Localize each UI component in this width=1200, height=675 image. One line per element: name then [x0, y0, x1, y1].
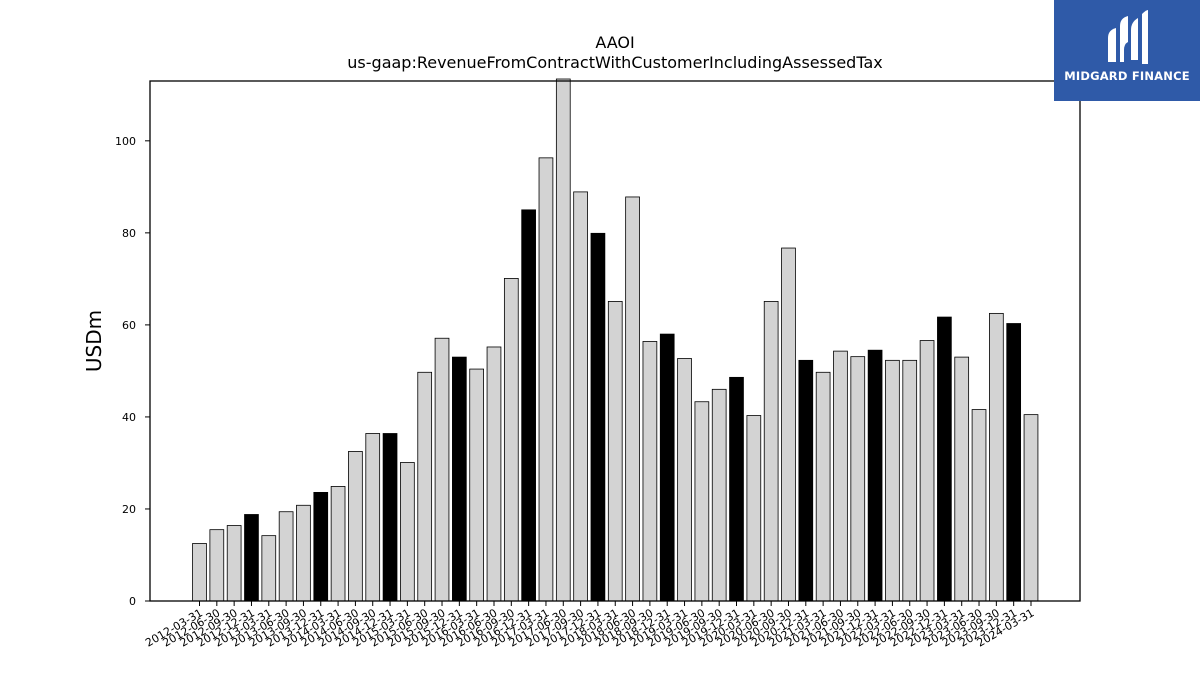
bar-2018-12-31: [659, 333, 675, 602]
bar-2017-12-31: [590, 232, 606, 602]
bar-2013-12-31: [313, 491, 329, 602]
bar-2014-03-31: [330, 486, 346, 602]
chart-title: AAOI: [595, 33, 634, 52]
bar-2012-06-30: [209, 529, 225, 602]
bar-2012-09-30: [226, 525, 242, 602]
bar-2017-03-31: [538, 157, 554, 602]
bar-2015-09-30: [434, 337, 450, 602]
bar-2016-06-30: [486, 346, 502, 602]
bar-2022-03-31: [885, 359, 900, 602]
bar-2015-06-30: [417, 371, 433, 602]
y-tick-label: 0: [129, 595, 136, 608]
bar-2019-09-30: [711, 388, 727, 602]
logo-mark-icon: [1108, 10, 1148, 64]
x-axis-ticks: 2012-03-312012-06-302012-09-302012-12-31…: [143, 601, 1037, 650]
bar-2020-06-30: [763, 301, 779, 602]
y-axis-ticks: 0 20 40 60 80 100: [115, 135, 150, 608]
brand-logo: MIDGARD FINANCE: [1054, 0, 1200, 101]
bar-2022-12-31: [937, 316, 952, 602]
bar-2017-06-30: [555, 78, 571, 602]
bar-2016-12-31: [521, 209, 536, 602]
bar-2021-12-31: [867, 349, 883, 602]
bars-group: [192, 78, 1039, 602]
bar-2013-03-31: [261, 535, 277, 602]
bar-2020-09-30: [781, 247, 796, 602]
bar-2023-09-30: [989, 312, 1004, 602]
bar-2023-12-31: [1006, 323, 1022, 602]
bar-2015-03-31: [400, 462, 415, 602]
bar-2024-03-31: [1023, 414, 1039, 602]
bar-2018-09-30: [642, 341, 658, 602]
y-axis-label: USDm: [82, 310, 106, 372]
bar-2014-09-30: [365, 433, 381, 602]
bar-2022-09-30: [919, 340, 935, 602]
logo-text: MIDGARD FINANCE: [1064, 69, 1190, 83]
bar-2016-03-31: [469, 368, 484, 602]
bar-2021-09-30: [850, 356, 866, 602]
chart-subtitle: us-gaap:RevenueFromContractWithCustomerI…: [347, 53, 882, 72]
bar-2018-03-31: [607, 301, 623, 602]
y-tick-label: 80: [122, 227, 136, 240]
bar-2013-06-30: [278, 511, 294, 602]
y-tick-label: 20: [122, 503, 136, 516]
bar-2017-09-30: [573, 191, 588, 602]
bar-2015-12-31: [452, 356, 467, 602]
bar-2021-06-30: [833, 350, 848, 602]
bar-2023-06-30: [971, 409, 987, 602]
bar-2013-09-30: [296, 504, 311, 602]
bar-2022-06-30: [902, 359, 918, 602]
bar-2023-03-31: [954, 356, 970, 602]
bar-2014-06-30: [348, 451, 363, 602]
y-tick-label: 100: [115, 135, 136, 148]
bar-2012-03-31: [192, 543, 207, 602]
bar-2019-03-31: [677, 358, 692, 602]
bar-2018-06-30: [625, 196, 640, 602]
bar-2019-06-30: [694, 401, 710, 602]
plot-frame: [149, 80, 1081, 602]
bar-2019-12-31: [729, 376, 744, 602]
y-tick-label: 60: [122, 319, 136, 332]
bar-2020-03-31: [746, 415, 762, 602]
bar-2021-03-31: [815, 371, 831, 602]
bar-2012-12-31: [244, 514, 259, 602]
bar-2020-12-31: [798, 359, 814, 602]
y-tick-label: 40: [122, 411, 136, 424]
bar-2016-09-30: [503, 278, 519, 602]
bar-2014-12-31: [382, 433, 398, 602]
